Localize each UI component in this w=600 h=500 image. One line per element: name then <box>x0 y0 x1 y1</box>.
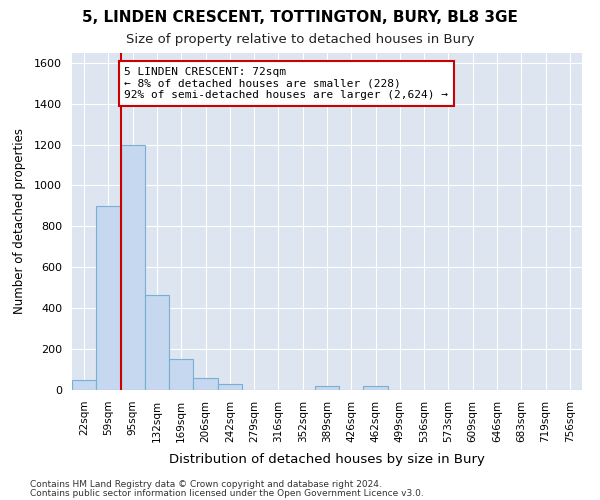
Bar <box>96 206 121 390</box>
Bar <box>315 386 339 390</box>
Text: 5 LINDEN CRESCENT: 72sqm
← 8% of detached houses are smaller (228)
92% of semi-d: 5 LINDEN CRESCENT: 72sqm ← 8% of detache… <box>124 67 448 100</box>
Text: Size of property relative to detached houses in Bury: Size of property relative to detached ho… <box>126 32 474 46</box>
Bar <box>169 360 193 390</box>
Y-axis label: Number of detached properties: Number of detached properties <box>13 128 26 314</box>
Bar <box>193 378 218 390</box>
Bar <box>145 295 169 390</box>
Bar <box>218 384 242 390</box>
Bar <box>72 380 96 390</box>
Text: Contains HM Land Registry data © Crown copyright and database right 2024.: Contains HM Land Registry data © Crown c… <box>30 480 382 489</box>
Text: 5, LINDEN CRESCENT, TOTTINGTON, BURY, BL8 3GE: 5, LINDEN CRESCENT, TOTTINGTON, BURY, BL… <box>82 10 518 25</box>
Text: Contains public sector information licensed under the Open Government Licence v3: Contains public sector information licen… <box>30 488 424 498</box>
Bar <box>364 386 388 390</box>
X-axis label: Distribution of detached houses by size in Bury: Distribution of detached houses by size … <box>169 453 485 466</box>
Bar <box>121 144 145 390</box>
